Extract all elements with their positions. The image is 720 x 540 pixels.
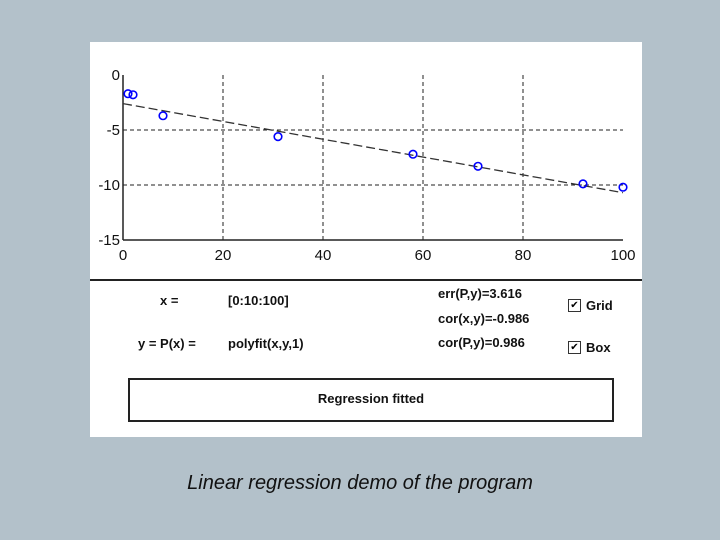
status-box: Regression fitted [128, 378, 614, 422]
data-point [408, 149, 418, 159]
x-tick-label: 60 [415, 247, 432, 264]
fit-line-segment [122, 102, 624, 194]
cor-py-value: cor(P,y)=0.986 [438, 335, 525, 350]
data-points [123, 89, 628, 192]
grid-checkbox[interactable]: ✔ Grid [568, 298, 613, 313]
box-checkbox[interactable]: ✔ Box [568, 340, 611, 355]
data-point [123, 89, 133, 99]
plot-frame [122, 75, 623, 241]
x-tick-label: 20 [215, 247, 232, 264]
x-tick-label: 80 [515, 247, 532, 264]
check-icon: ✔ [570, 341, 579, 353]
data-point [158, 111, 168, 121]
grid-lines [123, 75, 623, 240]
err-value: err(P,y)=3.616 [438, 286, 522, 301]
y-tick-label: -15 [98, 232, 120, 249]
status-text: Regression fitted [317, 391, 425, 406]
check-icon: ✔ [570, 299, 579, 311]
panel-divider [90, 279, 642, 281]
box-checkbox-label: Box [586, 340, 611, 355]
data-point [618, 182, 628, 192]
fit-line [122, 102, 624, 194]
x-tick-label: 100 [610, 247, 635, 264]
data-point [273, 131, 283, 142]
y-label: y = P(x) = [138, 336, 196, 351]
y-tick-label: -5 [107, 122, 120, 139]
cor-xy-value: cor(x,y)=-0.986 [438, 311, 530, 326]
y-tick-label: -10 [98, 177, 120, 194]
box-checkbox-box[interactable]: ✔ [568, 341, 581, 354]
data-point [128, 90, 138, 100]
app-window: 0 20 40 60 80 100 0 -5 -10 -15 x = [0:10:100] y =… [90, 42, 642, 437]
y-tick-label: 0 [112, 67, 120, 84]
caption: Linear regression demo of the program [187, 472, 533, 494]
grid-checkbox-box[interactable]: ✔ [568, 299, 581, 312]
tick-labels: 0 20 40 60 80 100 0 -5 -10 -15 [98, 67, 635, 264]
grid-checkbox-label: Grid [586, 298, 613, 313]
x-value[interactable]: [0:10:100] [228, 293, 289, 308]
y-value[interactable]: polyfit(x,y,1) [228, 336, 304, 351]
data-point [473, 161, 483, 171]
x-label: x = [160, 293, 179, 308]
x-tick-label: 40 [315, 247, 332, 264]
data-point [578, 179, 588, 189]
x-tick-label: 0 [119, 247, 127, 264]
plot-area: 0 20 40 60 80 100 0 -5 -10 -15 [98, 67, 635, 264]
